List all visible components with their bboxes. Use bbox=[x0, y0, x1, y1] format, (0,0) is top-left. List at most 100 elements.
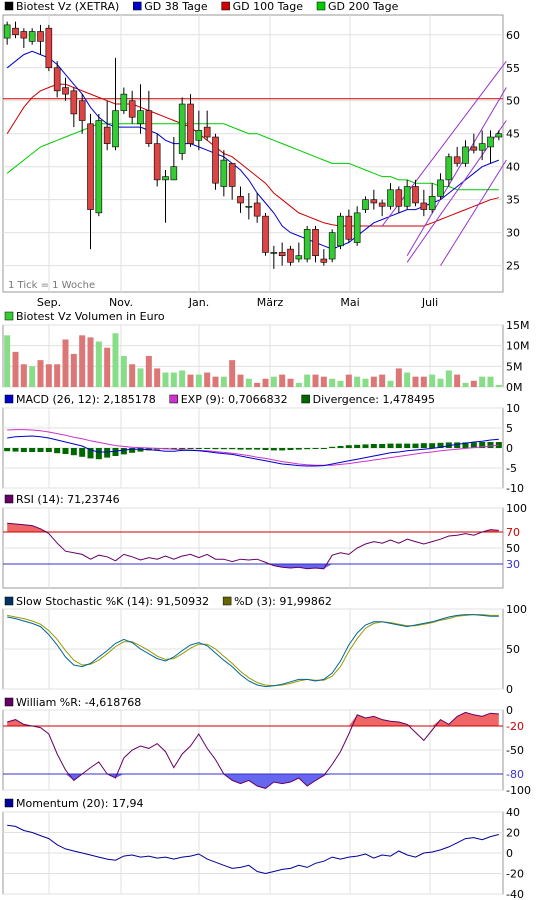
divergence-bar bbox=[404, 443, 411, 448]
candle-body bbox=[387, 189, 394, 207]
volume-title: Biotest Vz Volumen in Euro bbox=[16, 310, 165, 323]
rsi-y-tick-label: 30 bbox=[506, 558, 520, 571]
volume-bar bbox=[237, 374, 244, 387]
volume-bar bbox=[204, 372, 211, 387]
divergence-bar bbox=[87, 448, 94, 459]
volume-bar bbox=[154, 368, 161, 387]
gd38-line bbox=[6, 50, 499, 250]
volume-bar bbox=[287, 378, 294, 387]
volume-bar bbox=[320, 376, 327, 387]
divergence-bar bbox=[45, 448, 52, 452]
volume-bar bbox=[4, 335, 11, 387]
stochastic-legend-swatch bbox=[222, 596, 232, 606]
divergence-bar bbox=[220, 448, 227, 450]
stochastic-legend-swatch bbox=[4, 596, 14, 606]
candle-body bbox=[137, 110, 144, 125]
divergence-bar bbox=[454, 442, 461, 448]
macd-y-tick-label: 5 bbox=[506, 422, 513, 435]
candle-body bbox=[420, 202, 428, 210]
volume-bar bbox=[479, 376, 486, 387]
divergence-bar bbox=[120, 448, 127, 455]
momentum-y-tick-label: -40 bbox=[506, 888, 524, 900]
candle-body bbox=[412, 186, 419, 204]
stochastic-y-tick-label: 100 bbox=[506, 603, 527, 616]
divergence-bar bbox=[137, 448, 144, 452]
volume-bar bbox=[379, 374, 386, 387]
price-y-tick-label: 40 bbox=[506, 161, 520, 174]
momentum-y-tick-label: 0 bbox=[506, 847, 513, 860]
month-tick-label: März bbox=[257, 296, 284, 309]
candle-body bbox=[145, 110, 153, 144]
williams-y-tick-label: -50 bbox=[506, 744, 524, 757]
divergence-bar bbox=[70, 448, 77, 456]
candle-body bbox=[262, 215, 269, 253]
gd100-line bbox=[6, 83, 499, 227]
divergence-bar bbox=[245, 448, 252, 450]
volume-bar bbox=[404, 372, 411, 387]
candle-body bbox=[195, 130, 203, 141]
rsi-legend-swatch bbox=[4, 494, 14, 504]
divergence-bar bbox=[4, 448, 11, 452]
macd-legend-swatch bbox=[301, 394, 310, 404]
candle-body bbox=[203, 126, 211, 138]
volume-bar bbox=[229, 360, 236, 387]
candle-body bbox=[228, 163, 236, 187]
volume-bar bbox=[29, 366, 36, 387]
volume-bar bbox=[145, 356, 152, 387]
month-tick-label: Mai bbox=[340, 296, 359, 309]
divergence-bar bbox=[129, 448, 136, 453]
stochastic-k-line bbox=[7, 614, 499, 688]
price-legend-swatch bbox=[221, 1, 230, 11]
volume-bar bbox=[329, 378, 336, 387]
trend-channel-line bbox=[406, 87, 507, 256]
divergence-bar bbox=[420, 443, 427, 448]
divergence-bar bbox=[187, 448, 194, 449]
candle-body bbox=[170, 166, 178, 181]
volume-bar bbox=[487, 376, 494, 387]
divergence-bar bbox=[354, 444, 361, 448]
candle-body bbox=[78, 100, 86, 121]
candle-body bbox=[237, 196, 244, 204]
macd-legend-swatch bbox=[169, 394, 178, 404]
momentum-line bbox=[7, 824, 499, 875]
volume-y-tick-label: 10M bbox=[506, 340, 530, 353]
volume-bar bbox=[54, 364, 61, 387]
divergence-bar bbox=[29, 448, 36, 452]
candle-body bbox=[120, 93, 128, 111]
candle-body bbox=[395, 189, 403, 207]
volume-bar bbox=[312, 374, 319, 387]
volume-bar bbox=[70, 353, 77, 387]
candle-body bbox=[295, 255, 303, 260]
volume-bar bbox=[279, 374, 286, 387]
volume-bar bbox=[137, 368, 144, 387]
macd-y-tick-label: -10 bbox=[506, 482, 524, 495]
volume-bar bbox=[170, 372, 177, 387]
trend-channel-line bbox=[440, 159, 507, 266]
divergence-bar bbox=[195, 448, 202, 449]
tick-note: 1 Tick = 1 Woche bbox=[8, 280, 95, 291]
williams-legend-label: William %R: -4,618768 bbox=[16, 696, 141, 709]
divergence-bar bbox=[329, 446, 336, 448]
divergence-bar bbox=[37, 448, 44, 452]
momentum-legend-swatch bbox=[4, 798, 14, 808]
macd-y-tick-label: -5 bbox=[506, 462, 517, 475]
candle-body bbox=[487, 136, 494, 148]
candle-body bbox=[62, 87, 69, 95]
candle-body bbox=[3, 24, 11, 39]
volume-bar bbox=[12, 351, 19, 387]
volume-y-tick-label: 5M bbox=[506, 360, 523, 373]
divergence-bar bbox=[79, 448, 86, 457]
candle-body bbox=[245, 205, 253, 208]
candle-body bbox=[495, 133, 503, 138]
divergence-bar bbox=[170, 448, 177, 449]
volume-bar bbox=[45, 364, 52, 387]
divergence-bar bbox=[304, 448, 311, 450]
candle-body bbox=[303, 229, 311, 260]
candle-body bbox=[153, 143, 161, 181]
stochastic-legend-label: Slow Stochastic %K (14): 91,50932 bbox=[16, 595, 209, 608]
divergence-bar bbox=[495, 442, 502, 448]
candle-body bbox=[437, 179, 444, 197]
candle-body bbox=[353, 212, 361, 243]
month-tick-label: Jan. bbox=[188, 296, 209, 309]
candle-body bbox=[20, 31, 28, 39]
